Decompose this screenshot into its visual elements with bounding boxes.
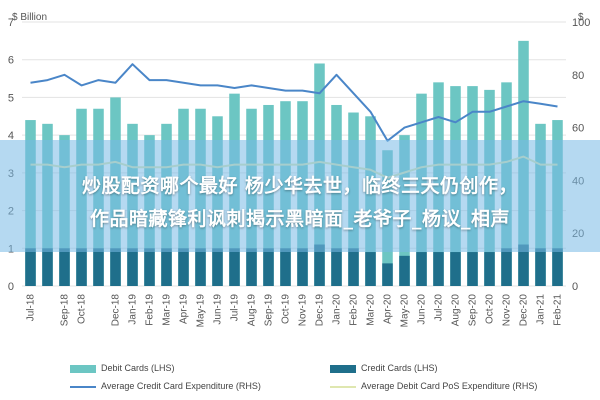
right-tick-label: 80 (572, 70, 584, 82)
x-tick-label: Sep-20 (468, 294, 479, 327)
legend-swatch-avg-credit (70, 385, 96, 388)
credit-bar (246, 248, 257, 286)
x-tick-label: Feb-21 (553, 294, 564, 326)
x-axis-ticks: Jul-18 Sep-18 Oct-18 Dec-18 Jan-19 Feb-19 Mar-… (26, 294, 564, 328)
credit-bar (331, 248, 342, 286)
left-tick-label: 6 (8, 55, 14, 67)
credit-bar (263, 248, 274, 286)
x-tick-label: Nov-19 (298, 294, 309, 327)
credit-bar (348, 248, 359, 286)
x-tick-label: Dec-20 (519, 294, 530, 327)
credit-bar (399, 255, 410, 286)
x-tick-label: Dec-18 (111, 294, 122, 327)
legend-label-avg-credit: Average Credit Card Expenditure (RHS) (101, 381, 261, 391)
credit-bar (144, 248, 155, 286)
credit-bar (76, 248, 87, 286)
credit-bar (518, 244, 529, 286)
x-tick-label: Jun-20 (417, 294, 428, 325)
legend-swatch-credit (330, 364, 356, 373)
overlay-headline-line-2: 作品暗藏锋利讽刺揭示黑暗面_老爷子_杨议_相声 (89, 208, 510, 230)
left-tick-label: 5 (8, 92, 14, 104)
credit-bar (467, 252, 478, 286)
legend-label-avg-debit: Average Debit Card PoS Expenditure (RHS) (361, 381, 538, 391)
legend-credit-cards: Credit Cards (LHS) (330, 363, 438, 373)
credit-bar (93, 248, 104, 286)
x-tick-label: Oct-20 (485, 294, 496, 324)
x-tick-label: Jul-18 (26, 294, 37, 322)
overlay-headline-line-1: 炒股配资哪个最好 杨少华去世，临终三天仍创作， (81, 175, 519, 197)
x-tick-label: Jul-20 (434, 294, 445, 322)
x-tick-label: Aug-20 (451, 294, 462, 327)
x-tick-label: Jan-20 (332, 294, 343, 325)
right-axis-unit: $ (578, 12, 584, 23)
series-line (30, 63, 558, 142)
credit-bar (535, 248, 546, 286)
legend-avg-debit-pos-expenditure: Average Debit Card PoS Expenditure (RHS) (330, 381, 537, 391)
x-tick-label: Feb-19 (145, 294, 156, 326)
x-tick-label: May-19 (196, 294, 207, 328)
credit-bar (42, 248, 53, 286)
x-tick-label: Oct-19 (281, 294, 292, 324)
x-tick-label: Mar-20 (366, 294, 377, 326)
credit-bar (484, 252, 495, 286)
credit-bar (382, 263, 393, 286)
x-tick-label: Mar-19 (162, 294, 173, 326)
legend-debit-cards: Debit Cards (LHS) (70, 363, 175, 373)
x-tick-label: May-20 (400, 294, 411, 328)
credit-bar (229, 248, 240, 286)
credit-bar (280, 248, 291, 286)
x-tick-label: Jun-19 (213, 294, 224, 325)
x-tick-label: Feb-20 (349, 294, 360, 326)
credit-bar (314, 244, 325, 286)
credit-bar (178, 248, 189, 286)
x-tick-label: Sep-18 (60, 294, 71, 327)
credit-bar (450, 252, 461, 286)
x-tick-label: Oct-18 (77, 294, 88, 324)
credit-bar (161, 248, 172, 286)
credit-bar (365, 252, 376, 286)
left-tick-label: 0 (8, 281, 14, 293)
credit-bar (110, 248, 121, 286)
right-tick-label: 0 (572, 281, 578, 293)
credit-bar (127, 248, 138, 286)
legend-avg-credit-expenditure: Average Credit Card Expenditure (RHS) (70, 381, 261, 391)
x-tick-label: Nov-20 (502, 294, 513, 327)
credit-bar (25, 248, 36, 286)
credit-cards-bars (25, 244, 563, 286)
credit-bar (552, 248, 563, 286)
credit-bar (212, 248, 223, 286)
overlay-banner (0, 140, 600, 252)
x-tick-label: Apr-20 (383, 294, 394, 324)
x-tick-label: Dec-19 (315, 294, 326, 327)
legend-label-credit: Credit Cards (LHS) (361, 363, 438, 373)
legend-swatch-debit (70, 364, 96, 373)
credit-bar (433, 252, 444, 286)
x-tick-label: Aug-19 (247, 294, 258, 327)
left-tick-label: 7 (8, 17, 14, 29)
legend-swatch-avg-debit (330, 385, 356, 388)
right-tick-label: 100 (572, 17, 590, 29)
x-tick-label: Apr-19 (179, 294, 190, 324)
legend-label-debit: Debit Cards (LHS) (101, 363, 175, 373)
x-tick-label: Jan-19 (128, 294, 139, 325)
left-axis-unit: $ Billion (12, 12, 48, 23)
credit-bar (59, 248, 70, 286)
right-tick-label: 60 (572, 123, 584, 135)
x-tick-label: Jan-21 (536, 294, 547, 325)
left-tick-label: 4 (8, 130, 14, 142)
x-tick-label: Sep-19 (264, 294, 275, 327)
credit-bar (297, 248, 308, 286)
credit-bar (416, 252, 427, 286)
credit-bar (195, 248, 206, 286)
credit-bar (501, 248, 512, 286)
x-tick-label: Jul-19 (230, 294, 241, 322)
